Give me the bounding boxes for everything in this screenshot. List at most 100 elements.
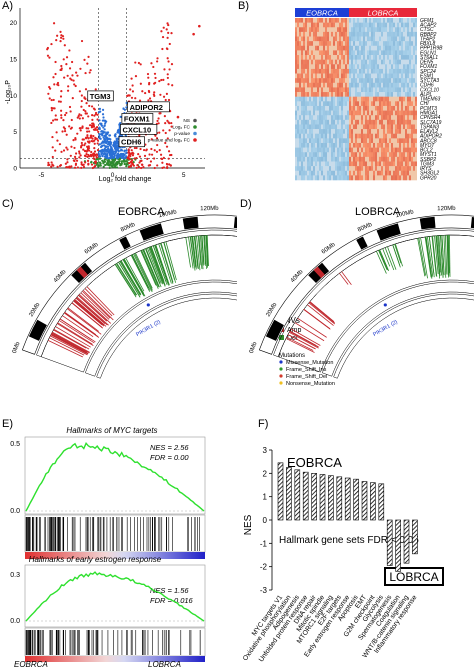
heatmap-cell (415, 147, 417, 153)
bar (336, 476, 343, 521)
heatmap-cell (295, 82, 297, 88)
volcano-point (113, 163, 117, 167)
heatmap-cell (365, 78, 367, 84)
heatmap-cell (371, 55, 373, 60)
heatmap-cell (365, 152, 367, 158)
heatmap-cell (309, 110, 311, 116)
volcano-point (48, 87, 52, 90)
heatmap-cell (347, 82, 349, 88)
volcano-point (93, 108, 96, 111)
heatmap-cell (315, 87, 317, 93)
heatmap-cell (331, 36, 333, 42)
heatmap-cell (309, 156, 311, 162)
heatmap-cell (349, 119, 351, 125)
heatmap-cell (413, 161, 415, 167)
heatmap-cell (297, 147, 299, 153)
volcano-point (52, 107, 55, 110)
heatmap-cell (343, 64, 345, 70)
heatmap-cell (393, 64, 395, 70)
heatmap-cell (317, 50, 319, 56)
heatmap-cell (333, 142, 335, 148)
volcano-point (50, 98, 53, 102)
heatmap-cell (361, 55, 363, 60)
heatmap-cell (313, 175, 315, 181)
cnv-bar (206, 235, 209, 266)
heatmap-cell (381, 68, 383, 74)
heatmap-cell (351, 142, 353, 148)
heatmap-cell (379, 156, 381, 162)
heatmap-cell (371, 96, 373, 102)
centromere (76, 266, 88, 279)
heatmap-cell (375, 115, 377, 121)
heatmap-cell (315, 156, 317, 162)
heatmap-cell (313, 129, 315, 135)
heatmap-cell (327, 142, 329, 148)
group-label-lobrca: LOBRCA (368, 9, 399, 18)
heatmap-cell (373, 147, 375, 153)
heatmap-cell (351, 138, 353, 144)
volcano-point (122, 107, 125, 110)
heatmap-cell (307, 156, 309, 162)
heatmap-cell (341, 18, 343, 23)
volcano-point (93, 165, 96, 168)
heatmap-cell (379, 22, 381, 28)
heatmap-cell (377, 142, 379, 148)
heatmap-cell (343, 78, 345, 84)
heatmap-cell (307, 133, 309, 139)
heatmap-cell (413, 31, 415, 37)
bar (294, 469, 301, 521)
heatmap-cell (363, 41, 365, 47)
heatmap-cell (379, 101, 381, 107)
heatmap-cell (333, 115, 335, 121)
heatmap-cell (335, 105, 337, 111)
volcano-point (156, 60, 159, 63)
heatmap-cell (321, 68, 323, 74)
heatmap-cell (385, 92, 387, 97)
heatmap-cell (373, 152, 375, 158)
heatmap-cell (369, 68, 371, 74)
heatmap-cell (415, 142, 417, 148)
volcano-point (90, 136, 93, 139)
heatmap-cell (317, 105, 319, 111)
heatmap-cell (369, 78, 371, 84)
volcano-point (112, 141, 116, 144)
heatmap-cell (393, 36, 395, 42)
heatmap-cell (313, 64, 315, 70)
heatmap-cell (319, 166, 321, 172)
heatmap-cell (295, 115, 297, 121)
heatmap-cell (389, 138, 391, 144)
volcano-point (119, 115, 122, 118)
volcano-point (91, 166, 94, 170)
heatmap-cell (377, 36, 379, 42)
heatmap-cell (363, 18, 365, 23)
heatmap-gene-label: ALPL (419, 92, 432, 98)
heatmap-cell (325, 50, 327, 56)
heatmap-cell (361, 18, 363, 23)
heatmap-cell (315, 129, 317, 135)
heatmap-cell (331, 166, 333, 172)
volcano-point (80, 105, 83, 108)
heatmap-cell (351, 129, 353, 135)
heatmap-cell (345, 133, 347, 139)
heatmap-cell (367, 124, 369, 130)
heatmap-cell (389, 64, 391, 70)
cnv-bar (163, 242, 175, 280)
heatmap-cell (415, 18, 417, 23)
heatmap-cell (351, 27, 353, 33)
heatmap-cell (341, 31, 343, 37)
cnv-bar (120, 260, 142, 296)
volcano-point (115, 141, 118, 144)
heatmap-cell (333, 78, 335, 84)
heatmap-cell (377, 50, 379, 56)
heatmap-cell (359, 68, 361, 74)
heatmap-cell (405, 115, 407, 121)
heatmap-cell (331, 147, 333, 153)
volcano-point (134, 61, 137, 64)
heatmap-cell (297, 129, 299, 135)
heatmap-cell (349, 78, 351, 84)
volcano-point (161, 166, 164, 170)
heatmap-cell (307, 55, 309, 60)
heatmap-cell (347, 101, 349, 107)
heatmap-cell (377, 27, 379, 33)
heatmap-cell (335, 96, 337, 102)
